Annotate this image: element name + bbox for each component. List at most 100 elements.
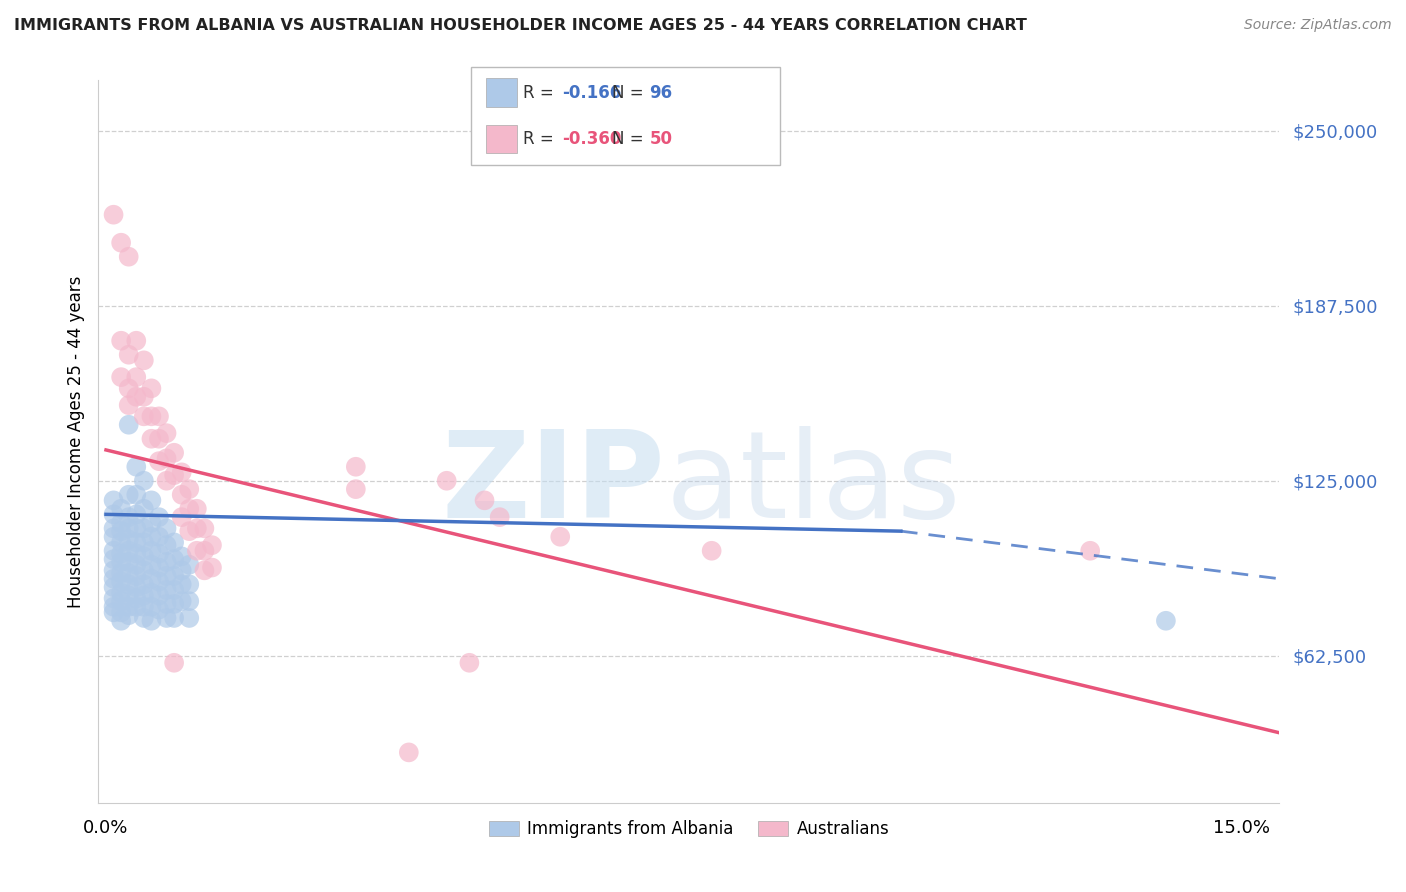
Point bbox=[118, 398, 141, 412]
Point bbox=[125, 508, 148, 522]
Point bbox=[118, 589, 141, 603]
Point bbox=[155, 521, 177, 535]
Point bbox=[141, 543, 163, 558]
Point bbox=[148, 530, 170, 544]
Text: 96: 96 bbox=[650, 84, 672, 102]
Text: -0.166: -0.166 bbox=[562, 84, 621, 102]
Point bbox=[148, 560, 170, 574]
Text: atlas: atlas bbox=[665, 426, 960, 543]
Point bbox=[170, 577, 193, 591]
Point bbox=[163, 569, 186, 583]
Point bbox=[1078, 543, 1101, 558]
Point bbox=[103, 591, 125, 606]
Text: R =: R = bbox=[523, 84, 560, 102]
Point bbox=[103, 552, 125, 566]
Text: R =: R = bbox=[523, 130, 560, 148]
Point bbox=[488, 510, 510, 524]
Point bbox=[155, 426, 177, 441]
Text: N =: N = bbox=[612, 84, 648, 102]
Point bbox=[148, 602, 170, 616]
Point bbox=[141, 558, 163, 572]
Point bbox=[118, 417, 141, 432]
Point bbox=[132, 599, 155, 614]
Point bbox=[148, 574, 170, 589]
Point bbox=[141, 493, 163, 508]
Legend: Immigrants from Albania, Australians: Immigrants from Albania, Australians bbox=[482, 814, 896, 845]
Point bbox=[141, 599, 163, 614]
Point bbox=[132, 611, 155, 625]
Point bbox=[125, 599, 148, 614]
Point bbox=[103, 572, 125, 586]
Point bbox=[170, 549, 193, 564]
Point bbox=[132, 535, 155, 549]
Point bbox=[170, 563, 193, 577]
Point bbox=[163, 597, 186, 611]
Point bbox=[132, 353, 155, 368]
Point bbox=[344, 482, 367, 496]
Point bbox=[110, 334, 132, 348]
Point bbox=[155, 569, 177, 583]
Point bbox=[186, 543, 208, 558]
Point bbox=[118, 381, 141, 395]
Point bbox=[179, 501, 201, 516]
Point bbox=[118, 533, 141, 547]
Point bbox=[132, 521, 155, 535]
Point bbox=[186, 501, 208, 516]
Point bbox=[141, 614, 163, 628]
Point bbox=[110, 606, 132, 620]
Point bbox=[110, 555, 132, 569]
Point bbox=[179, 524, 201, 538]
Point bbox=[132, 549, 155, 564]
Point bbox=[148, 432, 170, 446]
Point bbox=[125, 521, 148, 535]
Point bbox=[110, 566, 132, 581]
Point bbox=[125, 591, 148, 606]
Point bbox=[132, 589, 155, 603]
Point bbox=[132, 390, 155, 404]
Text: Source: ZipAtlas.com: Source: ZipAtlas.com bbox=[1244, 18, 1392, 32]
Point bbox=[110, 574, 132, 589]
Point bbox=[110, 370, 132, 384]
Point bbox=[132, 409, 155, 424]
Point bbox=[103, 606, 125, 620]
Point bbox=[125, 580, 148, 594]
Point bbox=[125, 558, 148, 572]
Point bbox=[141, 586, 163, 600]
Text: N =: N = bbox=[612, 130, 648, 148]
Point bbox=[110, 524, 132, 538]
Point bbox=[118, 608, 141, 623]
Point bbox=[118, 488, 141, 502]
Point bbox=[170, 510, 193, 524]
Point bbox=[132, 501, 155, 516]
Point bbox=[179, 482, 201, 496]
Point bbox=[125, 569, 148, 583]
Point bbox=[103, 508, 125, 522]
Point bbox=[155, 474, 177, 488]
Point bbox=[186, 521, 208, 535]
Point bbox=[201, 538, 224, 552]
Point bbox=[398, 745, 420, 759]
Point bbox=[436, 474, 458, 488]
Point bbox=[179, 558, 201, 572]
Point bbox=[163, 582, 186, 597]
Point bbox=[110, 594, 132, 608]
Point bbox=[458, 656, 481, 670]
Point bbox=[163, 446, 186, 460]
Point bbox=[344, 459, 367, 474]
Point bbox=[163, 535, 186, 549]
Point bbox=[103, 208, 125, 222]
Point bbox=[148, 409, 170, 424]
Point bbox=[163, 552, 186, 566]
Point bbox=[125, 334, 148, 348]
Point bbox=[155, 597, 177, 611]
Point bbox=[179, 594, 201, 608]
Point bbox=[125, 535, 148, 549]
Point bbox=[118, 510, 141, 524]
Point bbox=[103, 599, 125, 614]
Point bbox=[141, 409, 163, 424]
Point bbox=[132, 474, 155, 488]
Point bbox=[118, 555, 141, 569]
Point bbox=[110, 547, 132, 561]
Point bbox=[193, 521, 215, 535]
Point bbox=[132, 563, 155, 577]
